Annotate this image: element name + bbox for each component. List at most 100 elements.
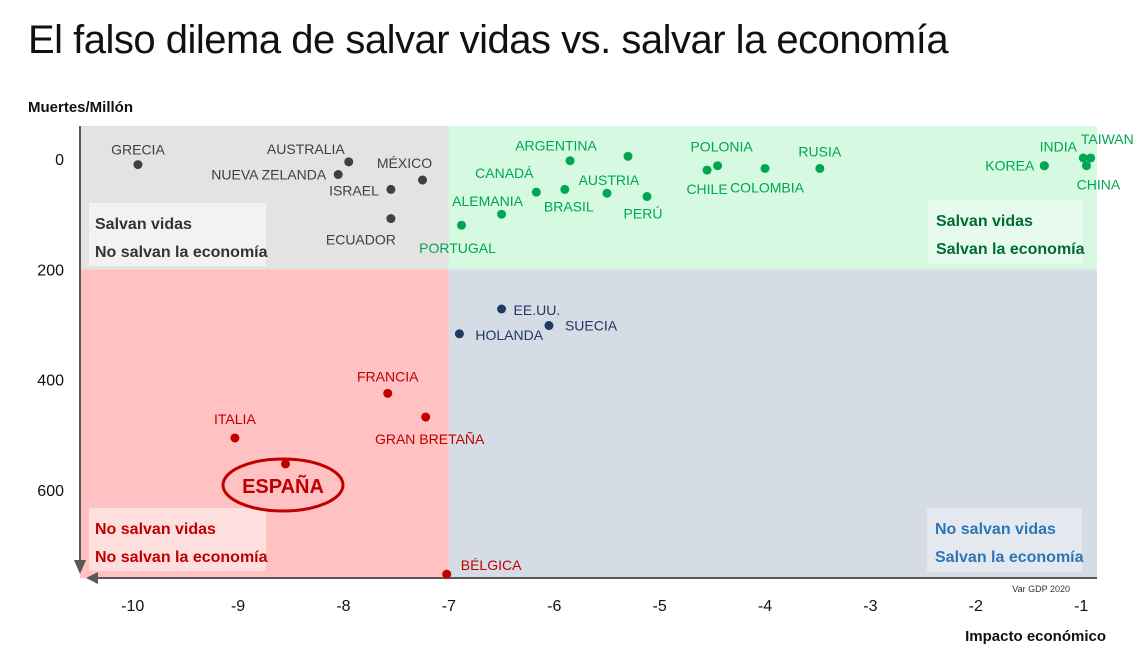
label-china: CHINA <box>1077 177 1121 193</box>
point-suecia <box>544 321 554 331</box>
y-tick-label: 0 <box>55 152 64 169</box>
label-belgica: BÉLGICA <box>461 557 522 573</box>
point-holanda <box>454 329 464 339</box>
point-canada <box>531 187 541 197</box>
point-polonia <box>713 161 723 171</box>
point-colombia <box>760 163 770 173</box>
label-israel: ISRAEL <box>329 182 379 198</box>
point-belgica <box>442 569 452 579</box>
quadrant-label-top-right: Salvan vidas Salvan la economía <box>928 200 1085 264</box>
label-australia: AUSTRALIA <box>267 141 345 157</box>
point-rusia <box>815 163 825 173</box>
label-argentina: ARGENTINA <box>515 138 597 154</box>
quadrant-label-line-2: Salvan la economía <box>936 241 1085 258</box>
point-espana <box>281 459 291 469</box>
espana-highlight-ellipse <box>221 457 345 513</box>
axes: Muertes/Millón Impacto económico Var GDP 2… <box>28 99 1106 645</box>
x-tick-label: -7 <box>442 598 456 615</box>
chart-title: El falso dilema de salvar vidas vs. salv… <box>28 18 949 62</box>
label-gran-bretana: GRAN BRETAÑA <box>375 431 485 447</box>
y-axis-arrow <box>74 560 86 574</box>
point-francia <box>383 388 393 398</box>
quadrant-label-box <box>928 200 1083 264</box>
label-suecia: SUECIA <box>565 318 618 334</box>
x-axis-arrow <box>86 572 98 584</box>
label-ecuador: ECUADOR <box>326 232 396 248</box>
x-axis-label: Impacto económico <box>965 628 1106 645</box>
quadrant-label-line-1: No salvan vidas <box>95 521 216 538</box>
point-peru <box>642 192 652 202</box>
point-ecuador <box>386 214 396 224</box>
label-taiwan: TAIWAN <box>1081 131 1134 147</box>
x-tick-label: -5 <box>653 598 667 615</box>
label-india: INDIA <box>1040 139 1078 155</box>
x-tick-label: -2 <box>969 598 983 615</box>
quadrant-label-box <box>89 203 266 266</box>
quadrant-label-line-2: No salvan la economía <box>95 244 268 261</box>
label-austria: AUSTRIA <box>579 172 640 188</box>
label-alemania: ALEMANIA <box>452 193 523 209</box>
point-taiwan <box>1078 153 1088 163</box>
point-green-unlabeled <box>623 151 633 161</box>
point-gran-bretana <box>421 412 431 422</box>
label-brasil: BRASIL <box>544 198 594 214</box>
quadrant-label-line-2: No salvan la economía <box>95 549 268 566</box>
point-australia <box>344 157 354 167</box>
label-rusia: RUSIA <box>798 143 841 159</box>
data-points <box>133 151 1096 579</box>
point-green-unlabeled <box>1086 153 1096 163</box>
label-portugal: PORTUGAL <box>419 240 496 256</box>
label-canada: CANADÁ <box>475 165 534 181</box>
label-mexico: MÉXICO <box>377 155 432 171</box>
label-italia: ITALIA <box>214 411 256 427</box>
label-francia: FRANCIA <box>357 368 419 384</box>
quadrant-label-bottom-right: No salvan vidas Salvan la economía <box>927 508 1084 572</box>
x-tick-label: -9 <box>231 598 245 615</box>
point-chile <box>702 165 712 175</box>
label-peru: PERÚ <box>624 206 663 222</box>
point-italia <box>230 433 240 443</box>
quadrant-label-bottom-left: No salvan vidas No salvan la economía <box>89 508 268 571</box>
label-chile: CHILE <box>686 181 727 197</box>
quadrant-label-line-1: Salvan vidas <box>936 213 1033 230</box>
point-alemania <box>497 209 507 219</box>
quadrant-label-box <box>89 508 266 571</box>
quadrant-label-top-left: Salvan vidas No salvan la economía <box>89 203 268 266</box>
x-tick-label: -4 <box>758 598 772 615</box>
data-labels: GRECIA AUSTRALIA NUEVA ZELANDA MÉXICO ISRAEL… <box>111 131 1134 573</box>
point-mexico <box>418 175 428 185</box>
label-korea: KOREA <box>985 158 1035 174</box>
label-espana: ESPAÑA <box>242 475 324 498</box>
point-argentina <box>565 156 575 166</box>
y-tick-label: 600 <box>37 483 64 500</box>
point-grecia <box>133 160 143 170</box>
point-nueva-zelanda <box>333 170 343 180</box>
point-israel <box>386 184 396 194</box>
label-polonia: POLONIA <box>690 139 753 155</box>
x-tick-label: -6 <box>547 598 561 615</box>
point-austria <box>602 188 612 198</box>
label-ee-uu: EE.UU. <box>514 302 561 318</box>
label-nueva-zelanda: NUEVA ZELANDA <box>211 167 327 183</box>
y-tick-label: 200 <box>37 262 64 279</box>
point-korea <box>1039 161 1049 171</box>
label-grecia: GRECIA <box>111 142 165 158</box>
label-holanda: HOLANDA <box>475 327 543 343</box>
label-colombia: COLOMBIA <box>730 179 805 195</box>
x-tick-label: -10 <box>121 598 144 615</box>
source-note: Var GDP 2020 <box>1012 584 1070 594</box>
y-tick-label: 400 <box>37 373 64 390</box>
y-axis-label: Muertes/Millón <box>28 99 133 116</box>
quadrant-label-line-1: No salvan vidas <box>935 521 1056 538</box>
quadrant-label-box <box>927 508 1082 572</box>
point-china <box>1081 161 1091 171</box>
point-ee-uu <box>497 304 507 314</box>
quadrant-label-line-1: Salvan vidas <box>95 216 192 233</box>
x-tick-label: -1 <box>1074 598 1088 615</box>
x-tick-label: -8 <box>336 598 350 615</box>
point-brasil <box>560 184 570 194</box>
point-portugal <box>457 220 467 230</box>
x-tick-label: -3 <box>863 598 877 615</box>
